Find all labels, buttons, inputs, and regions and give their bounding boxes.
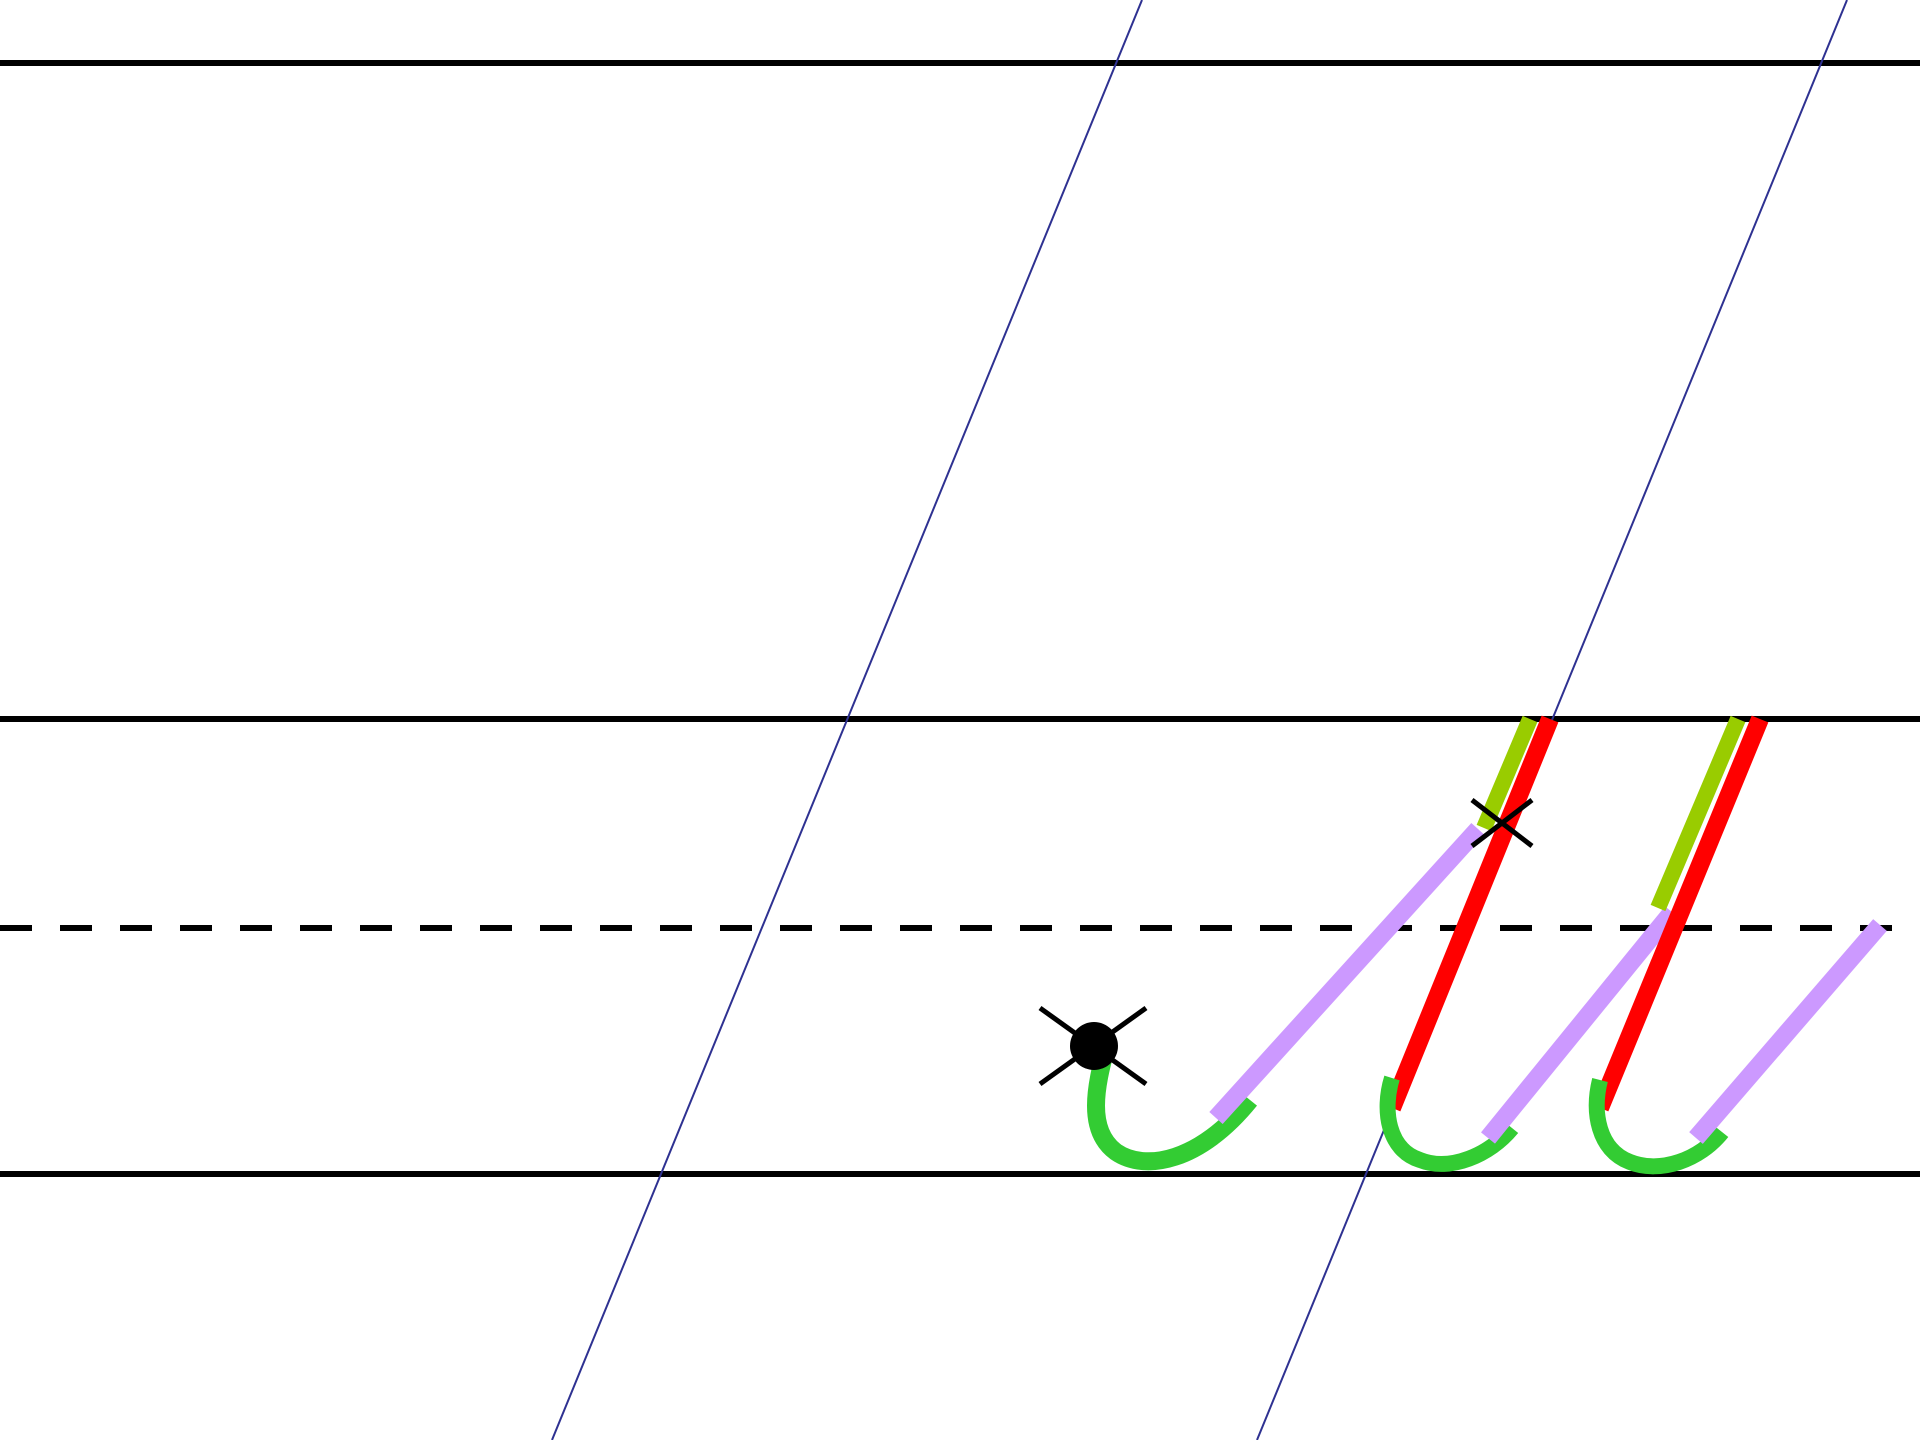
start-dot: [1070, 1022, 1118, 1070]
downstroke: [1591, 715, 1769, 1112]
stroke-group-1: [1087, 822, 1485, 1171]
ruling-lines: [0, 60, 1920, 1177]
upstroke: [1476, 715, 1538, 832]
connector-stroke: [1481, 906, 1679, 1144]
exit-hook-stroke: [1588, 1078, 1729, 1175]
stroke-group-3: [1588, 715, 1887, 1175]
upstroke: [1650, 715, 1746, 912]
cross-mark-icon: [1470, 798, 1534, 848]
connector-stroke: [1209, 822, 1485, 1125]
slant-guide-line: [551, 0, 1143, 1440]
connector-stroke: [1689, 919, 1887, 1144]
entry-hook-stroke: [1087, 1045, 1258, 1171]
start-dot-cross-icon: [1038, 1005, 1148, 1087]
downstroke: [1383, 715, 1559, 1112]
stroke-group-2: [1379, 715, 1679, 1172]
exit-hook-stroke: [1379, 1075, 1519, 1172]
